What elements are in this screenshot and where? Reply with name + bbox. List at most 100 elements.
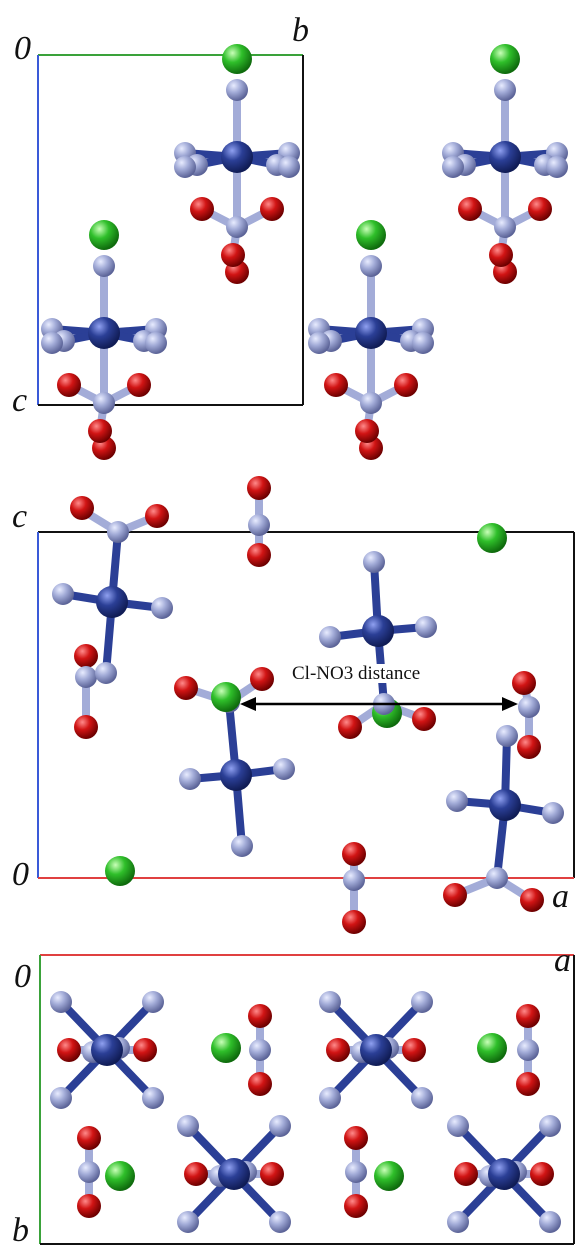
nitrogen-atom [411,1087,433,1109]
distance-annotation: Cl-NO3 distance [292,663,421,684]
oxygen-atom [260,1162,284,1186]
oxygen-atom [57,1038,81,1062]
nitrogen-atom [142,991,164,1013]
cobalt-atom [221,141,253,173]
oxygen-atom [338,715,362,739]
nitrogen-atom [319,991,341,1013]
nitrogen-atom [319,626,341,648]
nitrogen-atom [494,79,516,101]
cobalt-atom [488,1158,520,1190]
oxygen-atom [516,1072,540,1096]
nitrogen-atom [447,1115,469,1137]
chlorine-atom [477,523,507,553]
nitrogen-atom [177,1211,199,1233]
cobalt-atom [362,615,394,647]
nitrogen-atom [343,869,365,891]
cobalt-atom [88,317,120,349]
nitrogen-atom [412,332,434,354]
chlorine-atom [105,856,135,886]
axis-label-c-top: c [12,382,28,419]
oxygen-atom [517,735,541,759]
nitrogen-atom [442,156,464,178]
oxygen-atom [247,543,271,567]
chlorine-atom [211,682,241,712]
oxygen-atom [443,883,467,907]
nitrogen-atom [41,332,63,354]
oxygen-atom [394,373,418,397]
nitrogen-atom [319,1087,341,1109]
cobalt-atom [360,1034,392,1066]
distance-arrow-head-left [240,697,256,711]
oxygen-atom [221,243,245,267]
atoms [41,44,568,1233]
oxygen-atom [326,1038,350,1062]
nitrogen-atom [151,597,173,619]
oxygen-atom [342,910,366,934]
nitrogen-atom [231,835,253,857]
chlorine-atom [211,1033,241,1063]
oxygen-atom [145,504,169,528]
nitrogen-atom [78,1161,100,1183]
nitrogen-atom [360,255,382,277]
nitrogen-atom [50,1087,72,1109]
oxygen-atom [344,1194,368,1218]
oxygen-atom [247,476,271,500]
nitrogen-atom [179,768,201,790]
nitrogen-atom [415,616,437,638]
nitrogen-atom [177,1115,199,1137]
cobalt-atom [489,141,521,173]
nitrogen-atom [447,1211,469,1233]
chlorine-atom [374,1161,404,1191]
nitrogen-atom [496,725,518,747]
oxygen-atom [133,1038,157,1062]
nitrogen-atom [278,156,300,178]
oxygen-atom [528,197,552,221]
cobalt-atom [96,586,128,618]
nitrogen-atom [273,758,295,780]
nitrogen-atom [50,991,72,1013]
nitrogen-atom [226,216,248,238]
cobalt-atom [218,1158,250,1190]
axis-label-a-middle: a [552,878,569,915]
oxygen-atom [77,1194,101,1218]
oxygen-atom [248,1072,272,1096]
oxygen-atom [530,1162,554,1186]
oxygen-atom [516,1004,540,1028]
nitrogen-atom [363,551,385,573]
oxygen-atom [489,243,513,267]
axis-label-b-bottom: b [12,1212,29,1249]
cobalt-atom [355,317,387,349]
chlorine-atom [356,220,386,250]
chlorine-atom [490,44,520,74]
oxygen-atom [342,842,366,866]
nitrogen-atom [411,991,433,1013]
oxygen-atom [70,496,94,520]
oxygen-atom [74,715,98,739]
oxygen-atom [402,1038,426,1062]
nitrogen-atom [269,1211,291,1233]
oxygen-atom [520,888,544,912]
nitrogen-atom [107,521,129,543]
nitrogen-atom [546,156,568,178]
nitrogen-atom [95,662,117,684]
oxygen-atom [250,667,274,691]
oxygen-atom [248,1004,272,1028]
oxygen-atom [127,373,151,397]
nitrogen-atom [486,867,508,889]
nitrogen-atom [269,1115,291,1137]
oxygen-atom [454,1162,478,1186]
oxygen-atom [458,197,482,221]
axis-label-c-middle: c [12,498,28,535]
oxygen-atom [190,197,214,221]
nitrogen-atom [174,156,196,178]
chlorine-atom [105,1161,135,1191]
oxygen-atom [512,671,536,695]
cobalt-atom [220,759,252,791]
chlorine-atom [89,220,119,250]
nitrogen-atom [93,392,115,414]
oxygen-atom [88,419,112,443]
nitrogen-atom [52,583,74,605]
origin-label-middle: 0 [12,856,29,893]
chlorine-atom [222,44,252,74]
